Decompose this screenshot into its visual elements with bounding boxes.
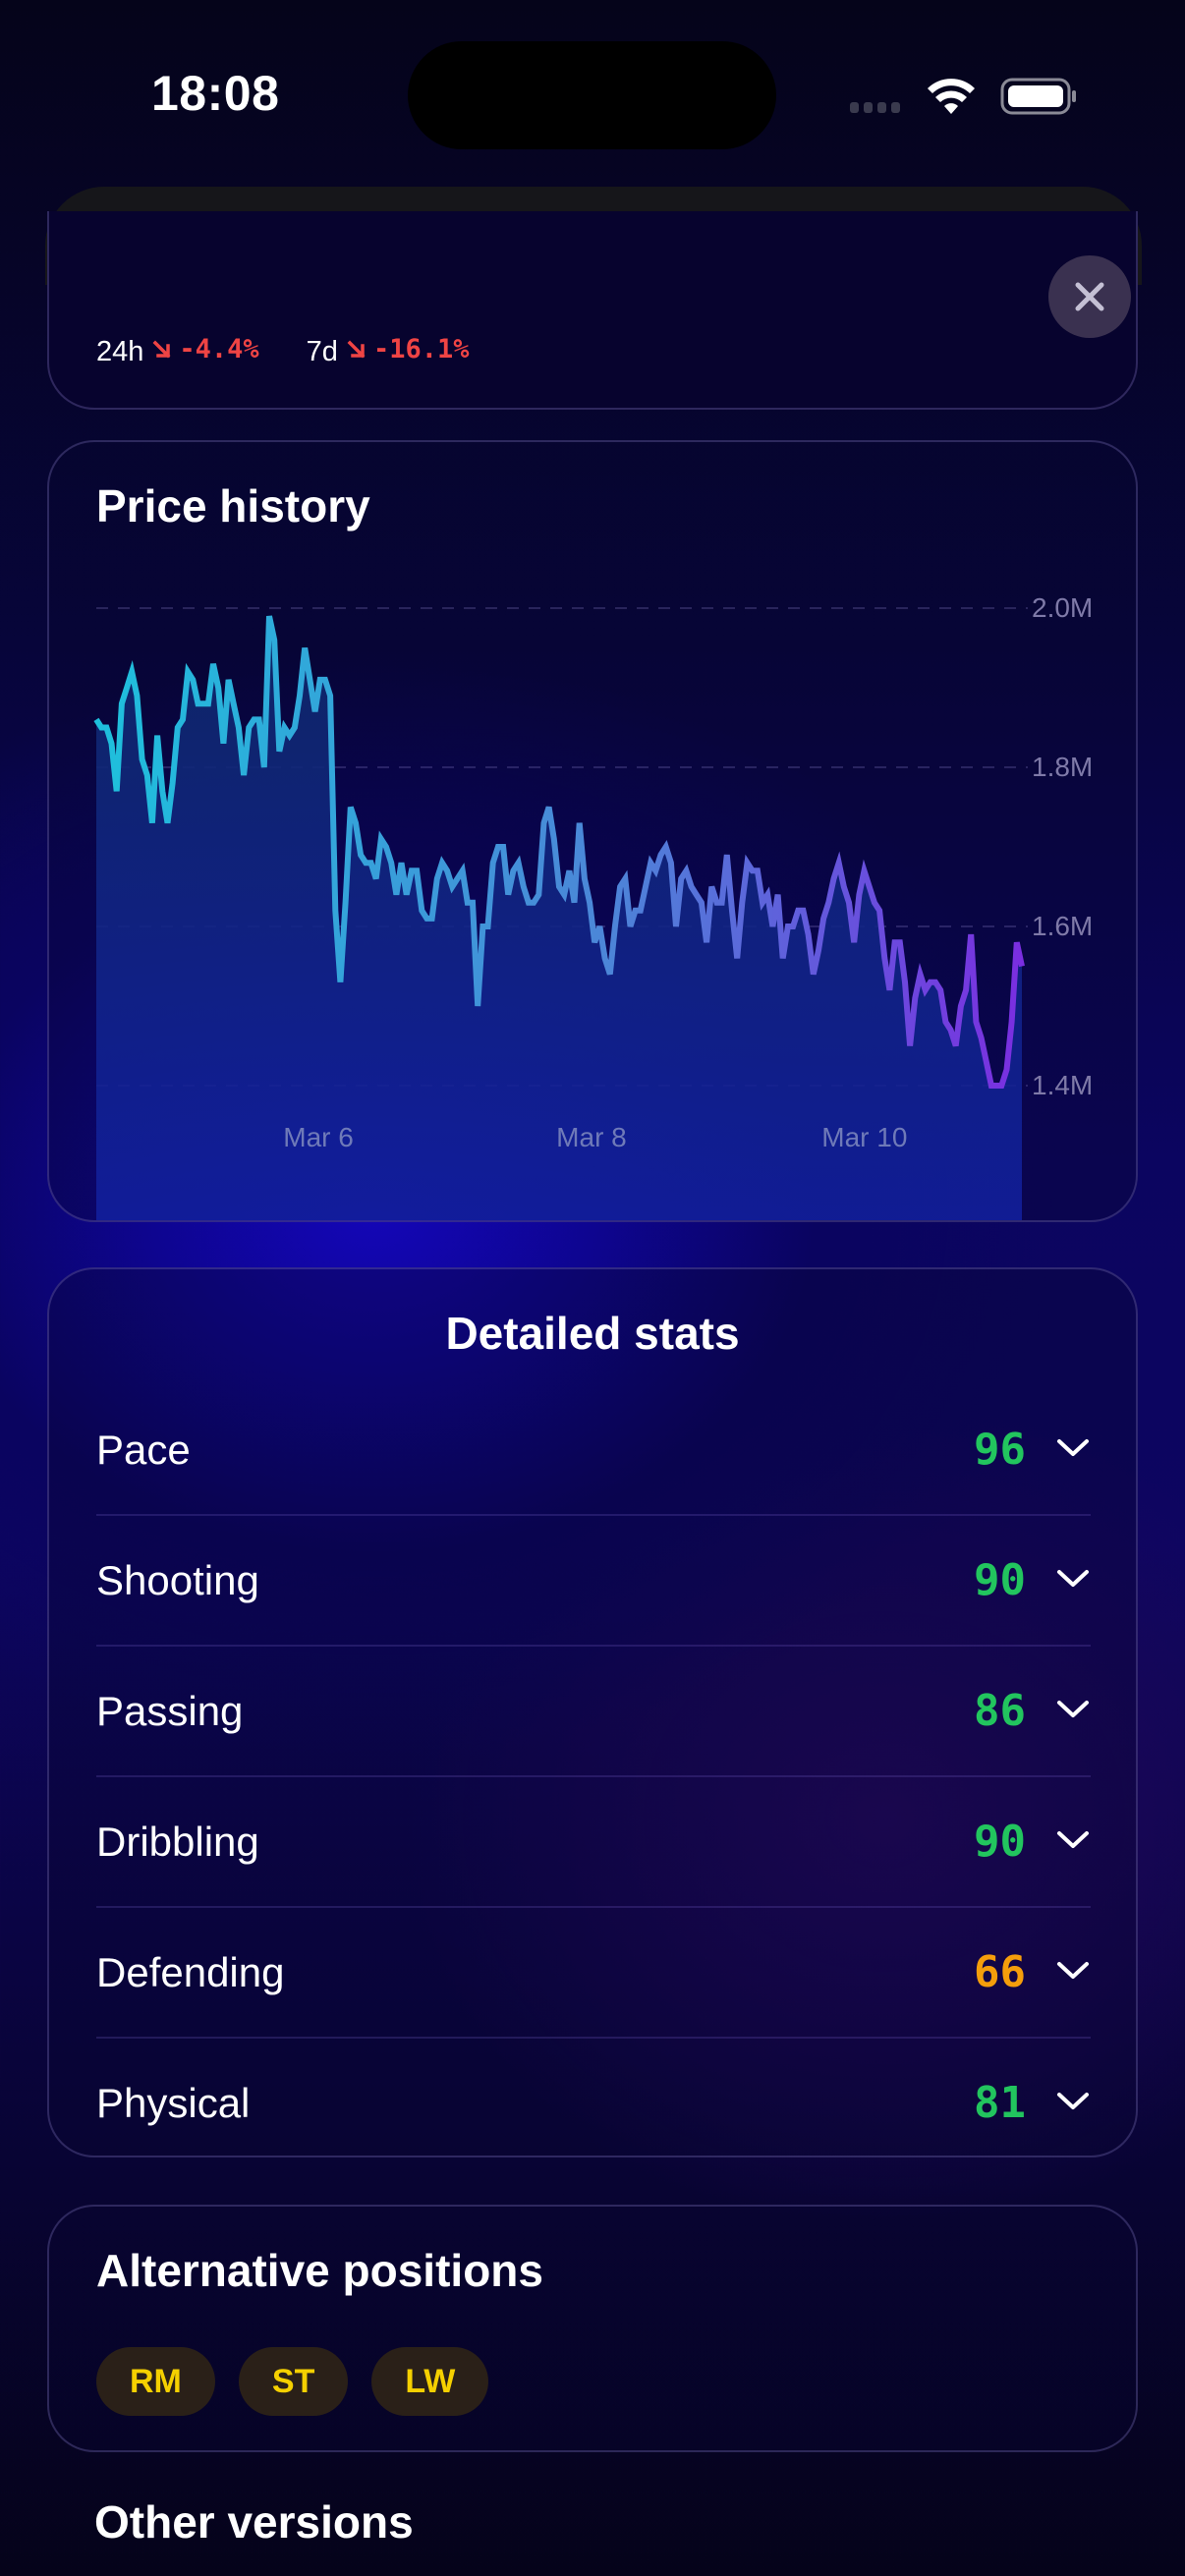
y-tick-label: 2.0M bbox=[1032, 592, 1094, 623]
chart-area-fill bbox=[96, 616, 1022, 1220]
y-tick-label: 1.6M bbox=[1032, 911, 1094, 941]
y-tick-label: 1.4M bbox=[1032, 1070, 1094, 1100]
close-icon bbox=[1075, 282, 1104, 311]
change-value-24h: -4.4% bbox=[151, 334, 259, 364]
stat-row-passing[interactable]: Passing 86 bbox=[96, 1647, 1091, 1777]
stat-label: Shooting bbox=[96, 1557, 259, 1603]
alternative-positions-card: Alternative positions RM ST LW bbox=[47, 2205, 1138, 2452]
status-time: 18:08 bbox=[151, 66, 280, 121]
status-bar: 18:08 bbox=[0, 0, 1185, 187]
stat-label: Physical bbox=[96, 2080, 251, 2126]
stat-value: 86 bbox=[974, 1686, 1026, 1736]
chevron-down-icon[interactable] bbox=[1055, 1698, 1091, 1721]
stat-value: 66 bbox=[974, 1947, 1026, 1997]
position-chips: RM ST LW bbox=[96, 2347, 489, 2416]
change-period-24h: 24h bbox=[96, 335, 144, 367]
other-versions-title: Other versions bbox=[94, 2496, 414, 2548]
stat-value: 81 bbox=[974, 2078, 1026, 2128]
stat-value: 96 bbox=[974, 1425, 1026, 1475]
position-chip-st[interactable]: ST bbox=[238, 2347, 349, 2416]
arrow-down-right-icon bbox=[152, 340, 171, 358]
price-history-card: Price history 1.4M 1.6M 1.8M 2.0M Mar 6 Mar … bbox=[47, 440, 1138, 1222]
stat-row-pace[interactable]: Pace 96 bbox=[96, 1385, 1091, 1516]
stat-value: 90 bbox=[974, 1555, 1026, 1605]
chevron-down-icon[interactable] bbox=[1055, 1436, 1091, 1460]
detailed-stats-card: Detailed stats Pace 96 Shooting 90 Passing 86… bbox=[47, 1267, 1138, 2157]
detailed-stats-title: Detailed stats bbox=[445, 1308, 740, 1359]
chevron-down-icon[interactable] bbox=[1055, 1959, 1091, 1983]
price-summary-card: 24h -4.4% 7d -16.1% bbox=[47, 211, 1138, 410]
change-value-7d: -16.1% bbox=[346, 334, 469, 364]
cellular-signal-icon bbox=[850, 102, 900, 113]
battery-icon bbox=[1000, 78, 1076, 115]
stat-label: Dribbling bbox=[96, 1819, 259, 1865]
close-button[interactable] bbox=[1048, 255, 1131, 338]
price-history-title: Price history bbox=[96, 480, 370, 532]
x-tick-label: Mar 10 bbox=[821, 1122, 908, 1152]
stat-label: Defending bbox=[96, 1949, 285, 1995]
x-tick-label: Mar 6 bbox=[283, 1122, 354, 1152]
stat-label: Pace bbox=[96, 1427, 191, 1473]
arrow-down-right-icon bbox=[347, 340, 366, 358]
x-tick-label: Mar 8 bbox=[556, 1122, 627, 1152]
stat-label: Passing bbox=[96, 1688, 244, 1734]
dynamic-island bbox=[408, 41, 776, 149]
y-tick-label: 1.8M bbox=[1032, 752, 1094, 782]
position-chip-lw[interactable]: LW bbox=[371, 2347, 489, 2416]
chevron-down-icon[interactable] bbox=[1055, 1828, 1091, 1852]
price-history-chart[interactable] bbox=[49, 442, 1138, 1222]
chevron-down-icon[interactable] bbox=[1055, 1567, 1091, 1591]
stat-row-defending[interactable]: Defending 66 bbox=[96, 1908, 1091, 2039]
alternative-positions-title: Alternative positions bbox=[96, 2245, 543, 2296]
stat-row-shooting[interactable]: Shooting 90 bbox=[96, 1516, 1091, 1647]
player-detail-sheet: 24h -4.4% 7d -16.1% Price history 1.4M 1.… bbox=[0, 211, 1185, 2576]
wifi-icon bbox=[928, 79, 975, 114]
position-chip-rm[interactable]: RM bbox=[96, 2347, 215, 2416]
price-line bbox=[93, 615, 1025, 1089]
stat-row-dribbling[interactable]: Dribbling 90 bbox=[96, 1777, 1091, 1908]
chevron-down-icon[interactable] bbox=[1055, 2090, 1091, 2113]
stat-value: 90 bbox=[974, 1817, 1026, 1867]
price-changes: 24h -4.4% 7d -16.1% bbox=[96, 334, 516, 368]
stat-row-physical[interactable]: Physical 81 bbox=[96, 2039, 1091, 2169]
change-period-7d: 7d bbox=[306, 335, 338, 367]
